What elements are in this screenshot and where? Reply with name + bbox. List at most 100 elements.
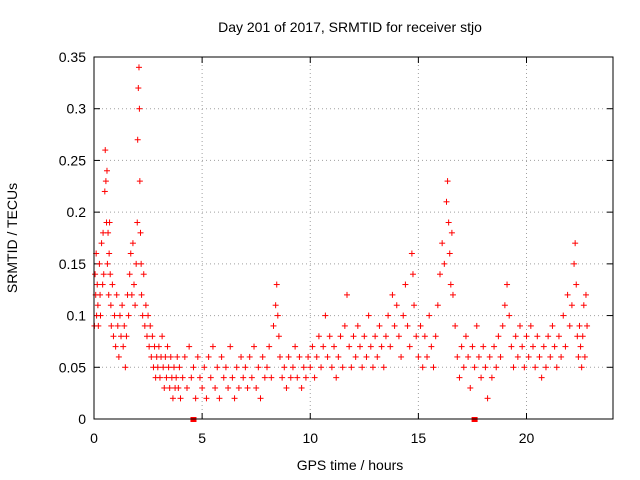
data-point <box>137 229 144 236</box>
data-point <box>233 364 240 371</box>
data-point <box>432 333 439 340</box>
data-point <box>571 260 578 267</box>
data-point <box>580 302 587 309</box>
data-point <box>417 322 424 329</box>
data-point <box>161 384 168 391</box>
data-point <box>575 353 582 360</box>
data-point <box>190 364 197 371</box>
data-point <box>179 374 186 381</box>
data-point <box>439 240 446 247</box>
data-point <box>568 302 575 309</box>
data-point <box>495 333 502 340</box>
data-point <box>143 333 150 340</box>
data-point <box>289 364 296 371</box>
data-point <box>328 364 335 371</box>
data-point <box>201 364 208 371</box>
data-point <box>162 353 169 360</box>
data-point <box>452 322 459 329</box>
data-points <box>91 64 591 422</box>
y-tick-label: 0.25 <box>59 152 86 168</box>
data-point <box>467 384 474 391</box>
data-point <box>296 353 303 360</box>
data-point <box>348 364 355 371</box>
data-point <box>458 343 465 350</box>
data-point <box>259 353 266 360</box>
data-point <box>426 312 433 319</box>
data-point <box>122 364 129 371</box>
data-point <box>257 395 264 402</box>
data-point <box>125 312 132 319</box>
data-point <box>311 374 318 381</box>
data-point <box>415 353 422 360</box>
data-point <box>577 343 584 350</box>
data-point <box>138 260 145 267</box>
data-point <box>225 384 232 391</box>
plot-frame <box>93 56 614 420</box>
data-point <box>540 343 547 350</box>
data-point <box>523 333 530 340</box>
data-point <box>135 64 142 71</box>
data-point <box>547 353 554 360</box>
data-point <box>160 364 167 371</box>
data-point <box>501 302 508 309</box>
data-point <box>216 395 223 402</box>
data-point <box>175 384 182 391</box>
data-point <box>484 395 491 402</box>
x-tick-label: 20 <box>519 430 535 446</box>
data-point <box>411 302 418 309</box>
data-point <box>519 343 526 350</box>
data-point <box>465 353 472 360</box>
data-point <box>576 322 583 329</box>
data-point <box>205 353 212 360</box>
data-point <box>346 343 353 350</box>
data-point <box>462 333 469 340</box>
data-point <box>529 343 536 350</box>
data-point <box>508 343 515 350</box>
data-point <box>564 291 571 298</box>
data-point <box>268 374 275 381</box>
data-point <box>129 240 136 247</box>
data-point <box>220 374 227 381</box>
data-point <box>100 271 107 278</box>
data-point <box>97 312 104 319</box>
data-point <box>339 364 346 371</box>
data-point <box>512 333 519 340</box>
data-point <box>326 333 333 340</box>
data-point <box>159 333 166 340</box>
data-point <box>363 353 370 360</box>
data-point <box>102 178 109 185</box>
data-point <box>514 353 521 360</box>
data-point <box>261 374 268 381</box>
data-point <box>361 333 368 340</box>
data-point <box>424 353 431 360</box>
data-point <box>138 291 145 298</box>
data-point <box>196 374 203 381</box>
data-point <box>207 374 214 381</box>
data-point <box>112 343 119 350</box>
data-point <box>510 364 517 371</box>
data-point <box>486 353 493 360</box>
data-point <box>169 395 176 402</box>
data-point <box>203 395 210 402</box>
data-point <box>111 312 118 319</box>
y-tick-label: 0.35 <box>59 49 86 65</box>
data-point <box>134 136 141 143</box>
data-point <box>517 322 524 329</box>
data-point <box>134 219 141 226</box>
data-point <box>553 364 560 371</box>
data-point <box>98 240 105 247</box>
data-point <box>285 353 292 360</box>
data-point <box>192 395 199 402</box>
data-point <box>488 374 495 381</box>
data-point <box>275 333 282 340</box>
data-point <box>449 291 456 298</box>
data-point <box>173 374 180 381</box>
y-tick-label: 0.05 <box>59 359 86 375</box>
data-point <box>506 312 513 319</box>
data-point <box>430 364 437 371</box>
data-point <box>538 374 545 381</box>
x-axis-label: GPS time / hours <box>297 457 404 473</box>
data-point <box>527 322 534 329</box>
data-point <box>186 343 193 350</box>
data-point <box>163 374 170 381</box>
